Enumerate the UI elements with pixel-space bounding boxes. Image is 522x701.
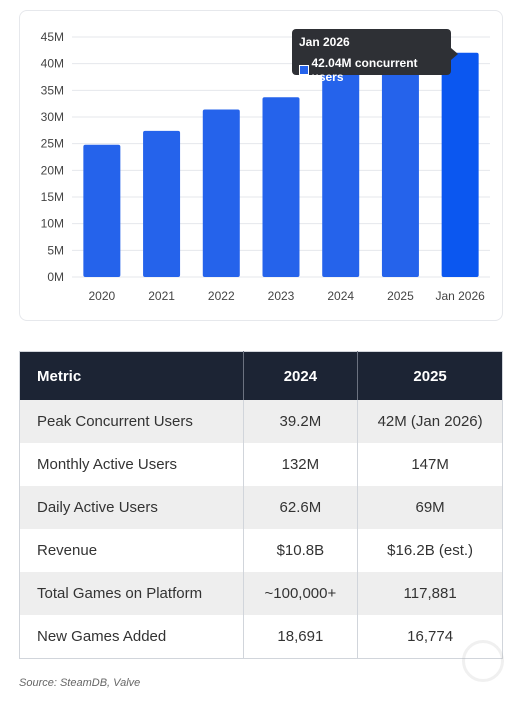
- tooltip-value: 42.04M concurrent users: [311, 56, 418, 84]
- x-tick-label: 2021: [148, 289, 175, 303]
- header-metric: Metric: [19, 351, 244, 400]
- value-2025-cell: 117,881: [357, 572, 503, 615]
- metric-cell: New Games Added: [19, 615, 244, 659]
- tooltip-title: Jan 2026: [299, 35, 350, 49]
- watermark: [347, 640, 507, 686]
- y-tick-label: 10M: [41, 217, 64, 231]
- bar[interactable]: [202, 109, 240, 278]
- bar-chart: 0M 5M 10M 15M 20M 25M 30M 35M 40M 45M 2020 2021 2022…: [41, 30, 490, 303]
- bar[interactable]: [381, 55, 419, 278]
- metric-cell: Total Games on Platform: [19, 572, 244, 615]
- y-tick-label: 25M: [41, 137, 64, 151]
- value-2025-cell: $16.2B (est.): [357, 529, 503, 572]
- stats-table: Metric 2024 2025 Peak Concurrent Users 3…: [19, 351, 503, 659]
- x-tick-label: 2025: [387, 289, 414, 303]
- table-row: Monthly Active Users 132M 147M: [19, 443, 503, 486]
- value-2025-cell: 42M (Jan 2026): [357, 400, 503, 443]
- header-2025: 2025: [357, 351, 503, 400]
- value-2024-cell: 62.6M: [243, 486, 359, 529]
- metric-cell: Daily Active Users: [19, 486, 244, 529]
- header-2024: 2024: [243, 351, 359, 400]
- game-logo-icon: [462, 640, 504, 682]
- metric-cell: Peak Concurrent Users: [19, 400, 244, 443]
- y-tick-label: 0M: [47, 270, 64, 284]
- chart-tooltip: Jan 2026 42.04M concurrent users: [292, 29, 451, 84]
- series-swatch: [299, 65, 309, 75]
- x-tick-label: 2020: [89, 289, 116, 303]
- y-tick-label: 30M: [41, 110, 64, 124]
- x-tick-label: 2022: [208, 289, 235, 303]
- y-tick-label: 45M: [41, 30, 64, 44]
- value-2024-cell: ~100,000+: [243, 572, 359, 615]
- value-2024-cell: $10.8B: [243, 529, 359, 572]
- table-row: Daily Active Users 62.6M 69M: [19, 486, 503, 529]
- value-2024-cell: 39.2M: [243, 400, 359, 443]
- bar[interactable]: [83, 144, 121, 277]
- metric-cell: Revenue: [19, 529, 244, 572]
- value-2025-cell: 69M: [357, 486, 503, 529]
- chart-card: 0M 5M 10M 15M 20M 25M 30M 35M 40M 45M 2020 2021 2022…: [19, 10, 503, 321]
- y-tick-label: 35M: [41, 83, 64, 97]
- y-tick-label: 40M: [41, 57, 64, 71]
- x-tick-label: 2024: [327, 289, 354, 303]
- bar[interactable]: [262, 97, 300, 278]
- tooltip-row: 42.04M concurrent users: [299, 56, 444, 84]
- table-row: Peak Concurrent Users 39.2M 42M (Jan 202…: [19, 400, 503, 443]
- source-note: Source: SteamDB, Valve: [19, 677, 141, 689]
- value-2024-cell: 18,691: [243, 615, 359, 659]
- value-2024-cell: 132M: [243, 443, 359, 486]
- value-2025-cell: 147M: [357, 443, 503, 486]
- table-row: Revenue $10.8B $16.2B (est.): [19, 529, 503, 572]
- y-tick-label: 15M: [41, 190, 64, 204]
- bar[interactable]: [143, 130, 181, 277]
- bar[interactable]: [441, 52, 479, 277]
- y-tick-label: 20M: [41, 163, 64, 177]
- y-tick-label: 5M: [47, 243, 64, 257]
- metric-cell: Monthly Active Users: [19, 443, 244, 486]
- x-tick-label: Jan 2026: [435, 289, 485, 303]
- table-row: New Games Added 18,691 16,774: [19, 615, 503, 659]
- x-tick-label: 2023: [268, 289, 295, 303]
- table-row: Total Games on Platform ~100,000+ 117,88…: [19, 572, 503, 615]
- table-header-row: Metric 2024 2025: [19, 351, 503, 400]
- bar[interactable]: [322, 67, 360, 277]
- tooltip-arrow: [451, 48, 458, 60]
